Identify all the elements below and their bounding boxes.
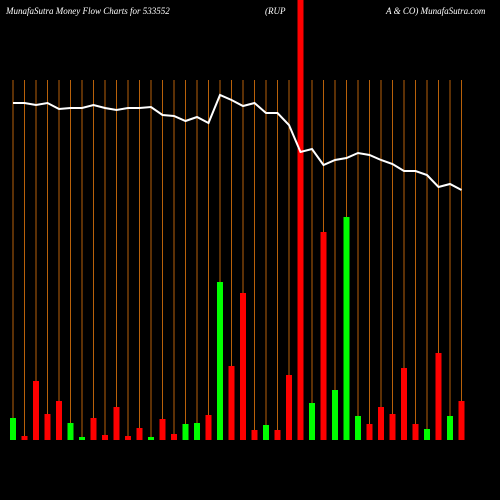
bar (228, 366, 235, 440)
bar (332, 390, 338, 440)
bar (378, 407, 384, 440)
bar (10, 418, 16, 440)
bar (182, 424, 189, 440)
bar (67, 423, 74, 440)
bar (102, 435, 108, 440)
chart-title: (RUP (265, 6, 286, 16)
bar (343, 217, 350, 440)
bar (125, 436, 131, 440)
bar (412, 424, 419, 440)
bar (44, 414, 51, 440)
bar (309, 403, 315, 440)
bar (159, 419, 166, 440)
bar (136, 428, 143, 440)
chart-title: A & CO) MunafaSutra.com (385, 6, 486, 16)
bar (148, 437, 154, 440)
bar (401, 368, 407, 440)
bar (240, 293, 246, 440)
chart-title: MunafaSutra Money Flow Charts for 533552 (5, 6, 170, 16)
bar (447, 416, 453, 440)
bar (286, 375, 292, 440)
bar (424, 429, 430, 440)
bar (458, 401, 465, 440)
bar (33, 381, 39, 440)
bar (171, 434, 177, 440)
bar (355, 416, 361, 440)
bar (194, 423, 200, 440)
bar (113, 407, 120, 440)
bar (56, 401, 62, 440)
bar (205, 415, 212, 440)
bar (251, 430, 258, 440)
bar (263, 425, 269, 440)
bar (274, 430, 281, 440)
bar (297, 0, 304, 440)
bar (320, 232, 327, 440)
bar (217, 282, 223, 440)
bar (366, 424, 373, 440)
money-flow-line (13, 93, 462, 191)
bar (79, 437, 85, 440)
bar (90, 418, 97, 440)
bar (21, 436, 28, 440)
bar (435, 353, 442, 440)
bar (389, 414, 396, 440)
